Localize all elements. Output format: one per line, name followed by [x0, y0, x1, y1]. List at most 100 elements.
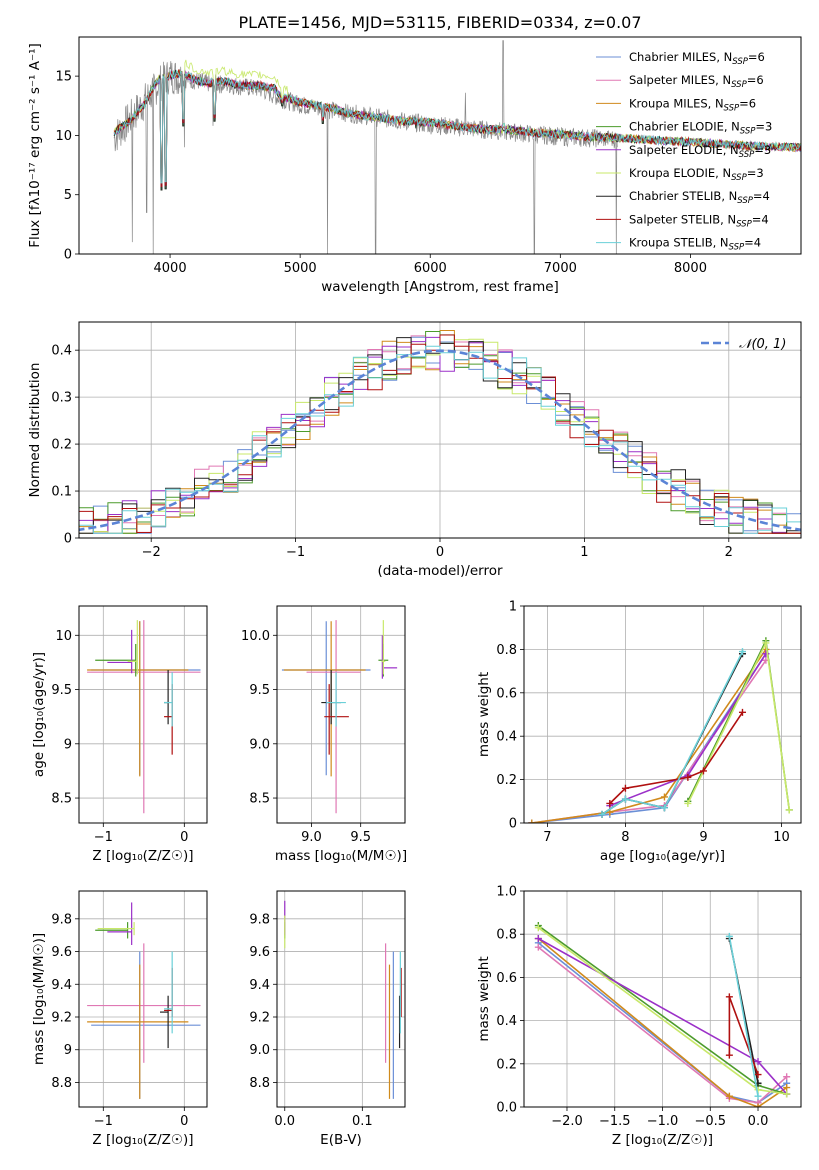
- y-axis-label: Normed distribution: [27, 363, 43, 498]
- y-tick-label: 0.2: [496, 1057, 517, 1072]
- x-axis-label: Z [log₁₀(Z/Z☉)]: [612, 1132, 713, 1148]
- legend-entry: Salpeter ELODIE, NSSP=3: [629, 143, 771, 160]
- x-axis-label: E(B-V): [320, 1132, 362, 1148]
- weight-series-line: [531, 653, 767, 823]
- y-tick-label: 0.2: [51, 438, 72, 453]
- y-tick-label: 0.0: [496, 1101, 517, 1116]
- y-tick-label: 9.2: [51, 1011, 72, 1026]
- line-plot-area: [528, 637, 793, 823]
- axes-frame: [523, 890, 802, 1108]
- x-tick-label: 10: [773, 830, 790, 845]
- legend-entry: Chabrier STELIB, NSSP=4: [629, 189, 770, 206]
- plus-marker: [738, 708, 746, 716]
- y-tick-label: 9.6: [51, 945, 72, 960]
- y-tick-label: 9.0: [249, 1043, 270, 1058]
- axes-frame: [523, 605, 802, 824]
- y-tick-label: 1.0: [496, 885, 517, 900]
- x-tick-label: −1: [94, 830, 113, 845]
- y-axis-label: mass weight: [476, 672, 492, 757]
- plus-marker: [783, 1084, 791, 1092]
- weight-series-line: [531, 648, 767, 823]
- mass-vs-ebv-panel: 0.0 0.1 8.8 9.0 9.2 9.4 9.6 9.8 E(B-V): [249, 890, 406, 1148]
- legend-entry: Chabrier ELODIE, NSSP=3: [629, 120, 772, 137]
- x-axis-label: age [log₁₀(age/yr)]: [600, 848, 725, 864]
- residual-histogram: [79, 331, 801, 534]
- y-tick-label: 8.5: [51, 792, 72, 807]
- x-tick-label: −1: [94, 1114, 113, 1129]
- y-axis-label: Flux [fλ10⁻¹⁷ erg cm⁻² s⁻¹ A⁻¹]: [27, 43, 43, 248]
- x-tick-label: 9.0: [301, 830, 322, 845]
- x-tick-label: 0: [180, 1114, 188, 1129]
- y-tick-label: 0.1: [51, 485, 72, 500]
- plus-marker: [783, 1090, 791, 1098]
- y-tick-label: 0: [64, 532, 72, 547]
- y-tick-label: 9: [64, 1043, 72, 1058]
- y-tick-label: 0.3: [51, 391, 72, 406]
- plus-marker: [534, 943, 542, 951]
- plus-marker: [785, 806, 793, 814]
- y-axis-label: mass [log₁₀(M/M☉)]: [31, 933, 47, 1065]
- y-tick-label: 9.4: [51, 978, 72, 993]
- weight-series-line: [601, 651, 744, 815]
- errorbar-plot-area: [87, 902, 201, 1099]
- legend-entry: Salpeter STELIB, NSSP=4: [629, 212, 769, 229]
- axes-frame: [276, 605, 406, 824]
- x-tick-label: 9.5: [350, 830, 371, 845]
- x-tick-label: 0.0: [274, 1114, 295, 1129]
- axes-frame: [276, 890, 406, 1108]
- legend-entry: Salpeter MILES, NSSP=6: [629, 73, 764, 90]
- y-tick-label: 15: [55, 70, 72, 85]
- x-axis-label: Z [log₁₀(Z/Z☉)]: [92, 1132, 193, 1148]
- x-tick-label: 8: [621, 830, 629, 845]
- x-tick-label: 1: [580, 545, 588, 560]
- x-tick-label: 7: [543, 830, 551, 845]
- weight-series-line: [537, 942, 788, 1104]
- x-tick-label: 0.1: [352, 1114, 373, 1129]
- plus-marker: [699, 767, 707, 775]
- x-tick-label: −0.5: [694, 1114, 726, 1129]
- y-tick-label: 10.0: [241, 629, 270, 644]
- plus-marker: [754, 1071, 762, 1079]
- x-tick-label: 0: [180, 830, 188, 845]
- y-tick-label: 0.8: [496, 643, 517, 658]
- plus-marker: [660, 804, 668, 812]
- plus-marker: [783, 1073, 791, 1081]
- x-tick-label: 0: [436, 545, 444, 560]
- x-tick-label: −2: [142, 545, 161, 560]
- legend-entry: Kroupa MILES, NSSP=6: [629, 96, 756, 113]
- y-tick-label: 0.4: [496, 730, 517, 745]
- y-tick-label: 8.8: [249, 1076, 270, 1091]
- x-axis-label: Z [log₁₀(Z/Z☉)]: [92, 848, 193, 864]
- y-tick-label: 5: [64, 188, 72, 203]
- legend-entry: 𝒩(0, 1): [739, 337, 786, 352]
- x-tick-label: −2.0: [551, 1114, 583, 1129]
- y-tick-label: 0.8: [496, 928, 517, 943]
- y-tick-label: 8.8: [51, 1076, 72, 1091]
- y-tick-label: 0.4: [496, 1014, 517, 1029]
- plus-marker: [606, 799, 614, 807]
- y-tick-label: 9.2: [249, 1011, 270, 1026]
- gaussian-curve: [79, 349, 801, 532]
- mass-vs-metallicity-panel: −1 0 8.8 9 9.2 9.4 9.6 9.8 Z [log₁₀(Z/Z☉)] mass […: [31, 890, 208, 1148]
- plus-marker: [762, 639, 770, 647]
- weight-series-line: [537, 937, 788, 1107]
- plus-marker: [621, 784, 629, 792]
- x-tick-label: −1: [286, 545, 305, 560]
- plus-marker: [684, 773, 692, 781]
- y-tick-label: 9.4: [249, 978, 270, 993]
- plus-marker: [534, 924, 542, 932]
- mass-weight-vs-age-panel: 7 8 9 10 0 0.2 0.4 0.6 0.8 1 age [log₁₀(age/yr)] ma…: [476, 600, 802, 864]
- y-tick-label: 10: [55, 629, 72, 644]
- y-tick-label: 0.2: [496, 773, 517, 788]
- axes-frame: [78, 321, 802, 539]
- plus-marker: [725, 932, 733, 940]
- plus-marker: [725, 1051, 733, 1059]
- weight-series-line: [531, 659, 767, 823]
- errorbar-plot-area: [281, 620, 398, 814]
- x-tick-label: 7000: [544, 261, 577, 276]
- model-spectrum: [113, 69, 801, 184]
- y-tick-label: 9.8: [249, 912, 270, 927]
- x-tick-label: 0.0: [748, 1114, 769, 1129]
- plus-marker: [621, 795, 629, 803]
- errorbar-plot-area: [87, 620, 201, 814]
